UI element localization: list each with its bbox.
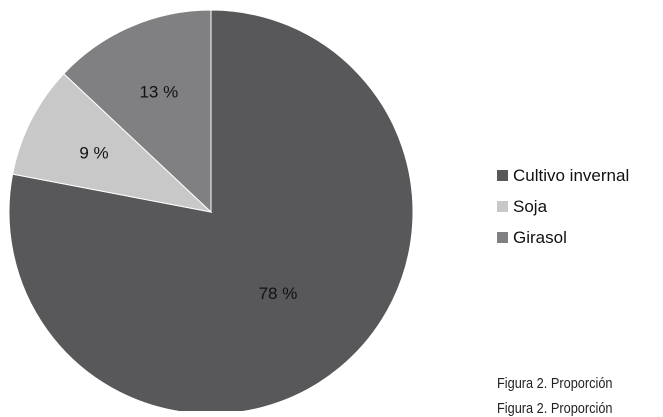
legend-label-soja: Soja: [513, 196, 548, 216]
legend-swatch-soja: [497, 201, 508, 212]
figure-caption-line-2: Figura 2. Proporción: [497, 400, 613, 417]
pie-slice-girasol: [63, 9, 212, 214]
pie-slice-soja: [11, 73, 213, 213]
legend-label-girasol: Girasol: [513, 227, 567, 247]
data-label-soja: 9 %: [79, 143, 108, 162]
legend-label-cultivo-invernal: Cultivo invernal: [513, 165, 630, 185]
figure-caption-line-1: Figura 2. Proporción: [497, 375, 613, 392]
legend-item-cultivo-invernal: Cultivo invernal: [497, 163, 629, 188]
legend: Cultivo invernal Soja Girasol: [497, 163, 629, 250]
data-label-girasol: 13 %: [139, 82, 178, 101]
legend-item-soja: Soja: [497, 194, 629, 219]
legend-swatch-cultivo-invernal: [497, 170, 508, 181]
legend-item-girasol: Girasol: [497, 225, 629, 250]
legend-swatch-girasol: [497, 232, 508, 243]
data-label-cultivo-invernal: 78 %: [259, 284, 298, 303]
